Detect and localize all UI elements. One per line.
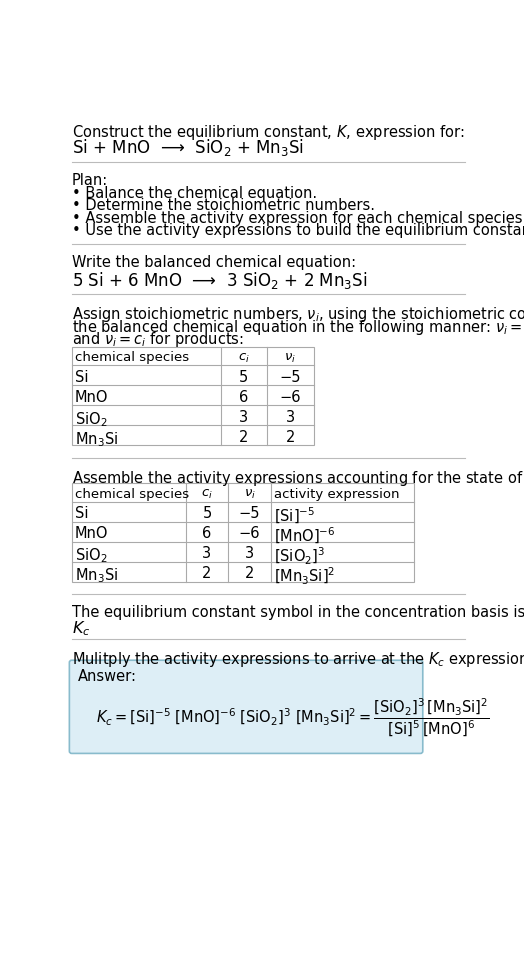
Text: 3: 3	[202, 547, 212, 561]
Text: 6: 6	[202, 526, 212, 541]
Text: the balanced chemical equation in the following manner: $\nu_i = -c_i$ for react: the balanced chemical equation in the fo…	[72, 317, 524, 337]
Text: 3: 3	[286, 410, 295, 425]
Bar	[72, 483, 414, 582]
Text: $c_i$: $c_i$	[238, 351, 249, 364]
Text: $c_i$: $c_i$	[201, 488, 213, 501]
Text: Mulitply the activity expressions to arrive at the $K_c$ expression:: Mulitply the activity expressions to arr…	[72, 650, 524, 669]
Text: Si: Si	[75, 506, 89, 522]
Text: [SiO$_2$]$^3$: [SiO$_2$]$^3$	[274, 547, 325, 568]
Text: Assemble the activity expressions accounting for the state of matter and $\nu_i$: Assemble the activity expressions accoun…	[72, 469, 524, 487]
Text: SiO$_2$: SiO$_2$	[75, 547, 107, 565]
Text: −5: −5	[279, 370, 301, 385]
Text: chemical species: chemical species	[75, 351, 189, 364]
Text: Answer:: Answer:	[78, 668, 137, 684]
Text: • Assemble the activity expression for each chemical species.: • Assemble the activity expression for e…	[72, 211, 524, 225]
Text: 2: 2	[286, 430, 295, 445]
Text: Mn$_3$Si: Mn$_3$Si	[75, 567, 118, 585]
Text: SiO$_2$: SiO$_2$	[75, 410, 107, 429]
Text: • Use the activity expressions to build the equilibrium constant expression.: • Use the activity expressions to build …	[72, 222, 524, 238]
Text: 2: 2	[245, 567, 254, 581]
Text: −6: −6	[239, 526, 260, 541]
Text: Si: Si	[75, 370, 89, 385]
Text: 5: 5	[202, 506, 212, 522]
Text: [Mn$_3$Si]$^2$: [Mn$_3$Si]$^2$	[274, 567, 335, 588]
Text: 2: 2	[239, 430, 248, 445]
Text: $K_c = [\mathrm{Si}]^{-5}$ $[\mathrm{MnO}]^{-6}$ $[\mathrm{SiO_2}]^3$ $[\mathrm{: $K_c = [\mathrm{Si}]^{-5}$ $[\mathrm{MnO…	[96, 697, 490, 739]
Text: $\nu_i$: $\nu_i$	[285, 351, 296, 364]
Text: Write the balanced chemical equation:: Write the balanced chemical equation:	[72, 255, 356, 270]
Text: Construct the equilibrium constant, $K$, expression for:: Construct the equilibrium constant, $K$,…	[72, 123, 464, 142]
Text: 3: 3	[245, 547, 254, 561]
Text: MnO: MnO	[75, 526, 108, 541]
Text: chemical species: chemical species	[75, 488, 189, 501]
Text: 3: 3	[239, 410, 248, 425]
Text: −6: −6	[279, 390, 301, 405]
Text: 5 Si + 6 MnO  ⟶  3 SiO$_2$ + 2 Mn$_3$Si: 5 Si + 6 MnO ⟶ 3 SiO$_2$ + 2 Mn$_3$Si	[72, 269, 367, 291]
Text: • Balance the chemical equation.: • Balance the chemical equation.	[72, 186, 317, 201]
Text: Plan:: Plan:	[72, 173, 108, 188]
Text: −5: −5	[239, 506, 260, 522]
Text: • Determine the stoichiometric numbers.: • Determine the stoichiometric numbers.	[72, 199, 375, 213]
FancyBboxPatch shape	[69, 660, 423, 754]
Text: 6: 6	[239, 390, 248, 405]
Text: [MnO]$^{-6}$: [MnO]$^{-6}$	[274, 526, 335, 547]
Text: $K_c$: $K_c$	[72, 620, 90, 638]
Text: Assign stoichiometric numbers, $\nu_i$, using the stoichiometric coefficients, $: Assign stoichiometric numbers, $\nu_i$, …	[72, 305, 524, 324]
Text: The equilibrium constant symbol in the concentration basis is:: The equilibrium constant symbol in the c…	[72, 605, 524, 620]
Text: $\nu_i$: $\nu_i$	[244, 488, 256, 501]
Text: Mn$_3$Si: Mn$_3$Si	[75, 430, 118, 449]
Bar	[72, 347, 313, 445]
Text: activity expression: activity expression	[274, 488, 399, 501]
Text: [Si]$^{-5}$: [Si]$^{-5}$	[274, 506, 315, 526]
Text: Si + MnO  ⟶  SiO$_2$ + Mn$_3$Si: Si + MnO ⟶ SiO$_2$ + Mn$_3$Si	[72, 137, 304, 158]
Text: 5: 5	[239, 370, 248, 385]
Text: 2: 2	[202, 567, 212, 581]
Text: MnO: MnO	[75, 390, 108, 405]
Text: and $\nu_i = c_i$ for products:: and $\nu_i = c_i$ for products:	[72, 330, 244, 349]
